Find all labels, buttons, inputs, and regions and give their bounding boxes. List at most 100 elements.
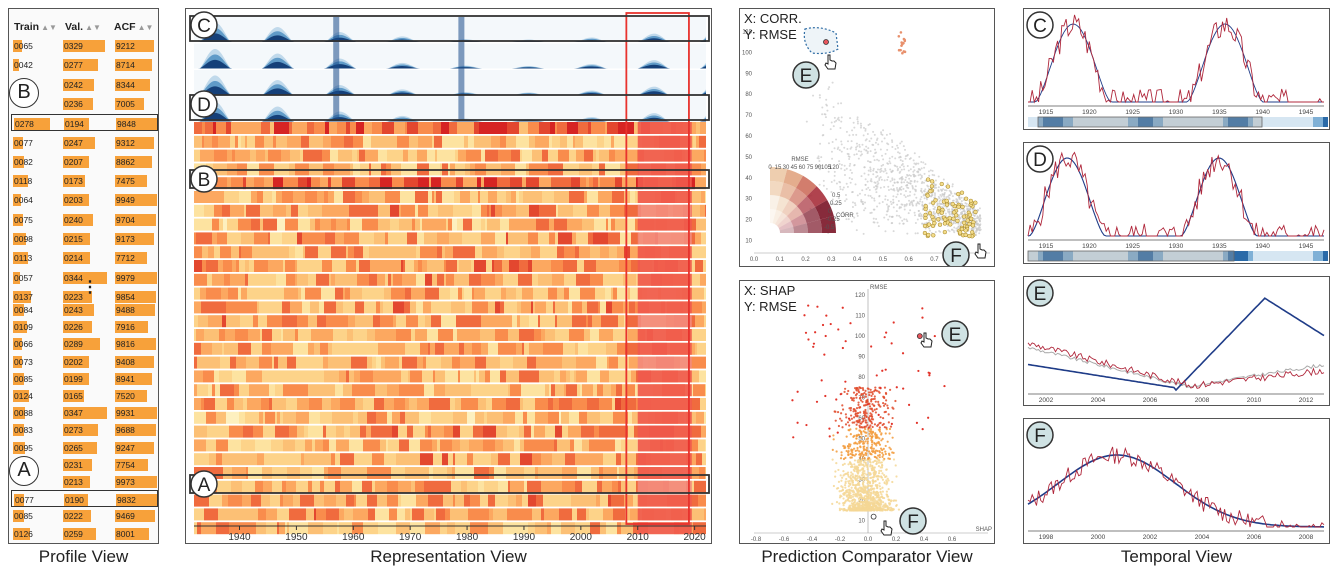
heat-cell xyxy=(251,218,260,231)
data-point xyxy=(895,210,898,213)
train-header[interactable]: Train ▲▼ xyxy=(14,21,57,33)
heat-cell xyxy=(247,287,254,300)
heat-cell xyxy=(476,370,479,383)
sort-icon[interactable]: ▲▼ xyxy=(137,23,154,32)
data-point xyxy=(853,491,856,494)
data-point xyxy=(842,502,845,505)
data-point xyxy=(881,472,884,475)
heat-cell xyxy=(335,273,347,286)
data-point xyxy=(855,466,858,469)
data-point xyxy=(869,463,872,467)
profile-row[interactable]: 0085 0199 8941 xyxy=(11,370,158,387)
heat-cell xyxy=(569,191,584,203)
profile-row[interactable]: 0065 0329 9212 xyxy=(11,37,158,54)
heat-cell xyxy=(425,273,432,286)
heat-cell xyxy=(374,301,376,314)
data-point xyxy=(847,218,850,221)
heat-cell xyxy=(572,232,576,245)
val-value: 0243 xyxy=(64,305,83,315)
profile-row[interactable]: 0137 0223 9854 xyxy=(11,288,158,305)
heat-cell xyxy=(230,356,236,369)
heat-window-cell xyxy=(637,315,692,328)
highlighted-point xyxy=(973,200,978,205)
profile-row[interactable]: 0213 9973 xyxy=(11,473,158,490)
profile-row[interactable]: 0242 8344 xyxy=(11,76,158,93)
heat-cell xyxy=(520,315,529,328)
profile-row[interactable]: 0082 0207 8862 xyxy=(11,153,158,170)
profile-row[interactable]: 0109 0226 7916 xyxy=(11,318,158,335)
marker-circle xyxy=(190,90,218,118)
profile-row[interactable]: 0084 0243 9488 xyxy=(11,301,158,318)
heat-cell xyxy=(340,453,354,466)
heat-cell xyxy=(399,218,412,231)
profile-row[interactable]: 0098 0215 9173 xyxy=(11,230,158,247)
heat-cell xyxy=(366,384,375,397)
overview-strip-cell xyxy=(1058,117,1063,127)
heat-cell xyxy=(433,467,447,479)
profile-row[interactable]: 0064 0203 9949 xyxy=(11,191,158,208)
data-point xyxy=(933,192,936,195)
heat-cell xyxy=(328,467,341,479)
heat-cell xyxy=(331,218,336,231)
data-point xyxy=(880,169,883,172)
heat-cell xyxy=(603,453,616,466)
heat-cell xyxy=(331,177,342,190)
data-point xyxy=(840,167,843,170)
sparkline-band xyxy=(194,59,706,69)
profile-row[interactable]: 0231 7754 xyxy=(11,456,158,473)
data-point xyxy=(942,188,945,191)
data-point xyxy=(946,208,949,211)
profile-row[interactable]: 0077 0190 9832 xyxy=(11,490,158,508)
data-point xyxy=(877,508,880,511)
heat-cell xyxy=(432,135,434,148)
overview-strip-cell xyxy=(1033,251,1038,261)
heat-cell xyxy=(697,342,706,355)
data-point xyxy=(871,487,874,490)
profile-row[interactable]: 0126 0259 8001 xyxy=(11,525,158,542)
profile-row[interactable]: 0113 0214 7712 xyxy=(11,249,158,266)
profile-row[interactable]: 0057 0344 9979 xyxy=(11,269,158,286)
data-point xyxy=(856,446,859,450)
profile-row[interactable]: 0278 0194 9848 xyxy=(11,114,158,132)
data-point xyxy=(858,440,861,443)
heat-cell xyxy=(589,177,593,190)
data-point xyxy=(916,180,919,183)
profile-row[interactable]: 0042 0277 8714 xyxy=(11,56,158,73)
val-header[interactable]: Val. ▲▼ xyxy=(65,21,101,33)
data-point xyxy=(860,150,863,153)
data-point xyxy=(830,150,833,153)
data-point xyxy=(881,478,885,481)
heat-cell xyxy=(613,329,628,341)
outlier-point xyxy=(841,306,844,309)
heat-cell xyxy=(593,384,597,397)
heat-cell xyxy=(460,439,469,452)
profile-row[interactable]: 0085 0222 9469 xyxy=(11,507,158,524)
data-point xyxy=(853,421,856,424)
profile-row[interactable]: 0066 0289 9816 xyxy=(11,335,158,352)
profile-row[interactable]: 0118 0173 7475 xyxy=(11,172,158,189)
profile-row[interactable]: 0075 0240 9704 xyxy=(11,211,158,228)
profile-row[interactable]: 0073 0202 9408 xyxy=(11,353,158,370)
heat-cell xyxy=(277,508,289,521)
heat-cell xyxy=(521,301,531,314)
profile-row[interactable]: 0088 0347 9931 xyxy=(11,404,158,421)
data-point xyxy=(843,174,846,177)
heat-cell xyxy=(493,122,507,134)
data-point xyxy=(943,205,946,208)
sort-icon[interactable]: ▲▼ xyxy=(41,23,57,32)
profile-row[interactable]: 0124 0165 7520 xyxy=(11,387,158,404)
profile-row[interactable]: 0083 0273 9688 xyxy=(11,421,158,438)
highlighted-point xyxy=(926,232,931,238)
heat-cell xyxy=(228,287,238,300)
profile-row[interactable]: 0095 0265 9247 xyxy=(11,439,158,456)
heat-cell xyxy=(412,384,418,397)
sort-icon[interactable]: ▲▼ xyxy=(85,23,101,32)
heat-cell xyxy=(352,149,357,162)
heat-cell xyxy=(285,522,287,535)
profile-row[interactable]: 0236 7005 xyxy=(11,95,158,112)
acf-header[interactable]: ACF ▲▼ xyxy=(114,21,153,33)
heat-window-cell xyxy=(637,439,692,452)
heat-cell xyxy=(318,246,331,259)
year-label: 1940 xyxy=(1255,243,1270,250)
profile-row[interactable]: 0077 0247 9312 xyxy=(11,134,158,151)
